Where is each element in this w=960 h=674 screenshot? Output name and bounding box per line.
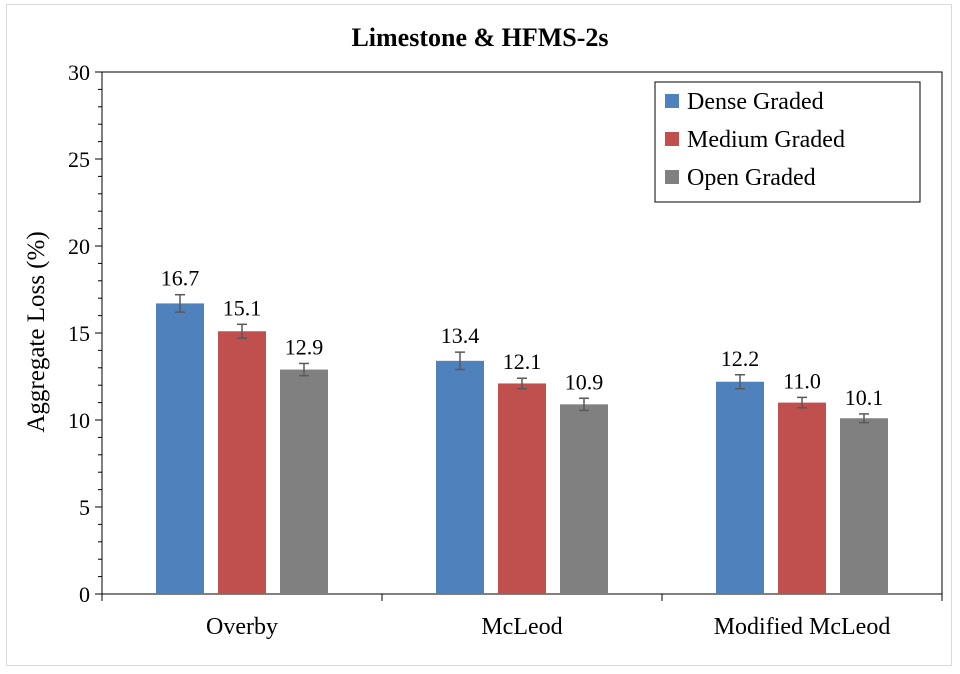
y-tick-label: 5: [79, 495, 90, 520]
category-label: Modified McLeod: [714, 614, 891, 640]
bar: [280, 369, 328, 594]
y-tick-label: 25: [68, 147, 90, 172]
bar: [560, 404, 608, 594]
bar: [840, 418, 888, 594]
y-tick-label: 10: [68, 408, 90, 433]
bar: [156, 303, 204, 594]
legend-box: [654, 81, 921, 203]
bar: [218, 331, 266, 594]
chart-frame: [6, 4, 952, 666]
legend-swatch: [665, 94, 679, 108]
plot-area: 0 5 10 15 20 25 30 16.7 15.1 12.9 Overby 13.4 12.1 10…: [68, 60, 943, 640]
y-tick-label: 0: [79, 582, 90, 607]
data-label: 15.1: [223, 295, 262, 320]
data-label: 12.9: [285, 334, 324, 359]
bar: [716, 381, 764, 594]
y-tick-label: 30: [68, 60, 90, 85]
legend: Dense Graded Medium Graded Open Graded: [654, 81, 921, 203]
data-label: 10.9: [565, 369, 604, 394]
data-label: 10.1: [845, 385, 884, 410]
bar: [498, 383, 546, 594]
data-label: 16.7: [161, 266, 200, 291]
y-tick-label: 15: [68, 321, 90, 346]
data-label: 12.2: [721, 346, 760, 371]
y-axis-label: Aggregate Loss (%): [23, 231, 50, 432]
bar: [436, 360, 484, 594]
data-label: 11.0: [783, 368, 821, 393]
legend-label: Dense Graded: [687, 89, 824, 115]
chart-title: Limestone & HFMS-2s: [351, 23, 608, 52]
legend-swatch: [665, 170, 679, 184]
legend-label: Medium Graded: [687, 127, 845, 153]
category-label: Overby: [206, 614, 278, 640]
bar: [778, 402, 826, 594]
legend-label: Open Graded: [687, 165, 816, 191]
y-tick-label: 20: [68, 234, 90, 259]
data-label: 12.1: [503, 349, 542, 374]
data-label: 13.4: [441, 323, 480, 348]
category-label: McLeod: [481, 614, 562, 640]
legend-swatch: [665, 132, 679, 146]
